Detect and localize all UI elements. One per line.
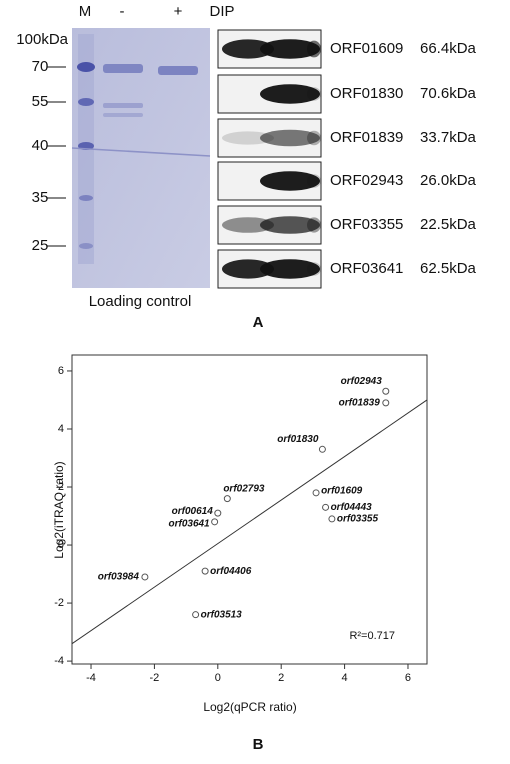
x-tick-label: 4: [342, 672, 348, 684]
scatter-plot: -4 -2 0 2 4 6 -4 -2 0 2 4 6 orf02943 orf01839 orf01830…: [54, 365, 428, 684]
data-point: [192, 611, 200, 619]
blot-band: [222, 39, 274, 59]
point-label: orf02793: [223, 483, 265, 494]
point-label: orf04406: [210, 566, 252, 577]
x-tick-label: 0: [215, 672, 221, 684]
y-tick-label: 2: [58, 481, 64, 493]
blot-band: [260, 171, 320, 191]
blot-size: 62.5kDa: [420, 260, 477, 277]
data-point: [318, 445, 326, 453]
blot-size: 26.0kDa: [420, 172, 477, 189]
blot-size: 66.4kDa: [420, 40, 477, 57]
point-label: orf01839: [339, 398, 381, 409]
blot-group: ORF01609 66.4kDa ORF01830 70.6kDa ORF01839 33…: [217, 29, 477, 289]
blot-band: [260, 84, 320, 104]
blot-band: [307, 40, 321, 58]
x-tick-label: 2: [278, 672, 284, 684]
y-tick-label: 0: [58, 539, 64, 551]
blot-orf: ORF01830: [330, 85, 403, 102]
panel-label: A: [253, 314, 264, 331]
y-tick-label: -2: [54, 597, 64, 609]
y-axis-title: Log2(iTRAQ ratio): [52, 461, 66, 558]
point-label: orf04443: [331, 502, 373, 513]
data-point: [214, 509, 222, 517]
marker-label: 25: [32, 237, 49, 254]
gel-image: [71, 28, 211, 288]
point-label: orf01830: [277, 434, 319, 445]
blot-band: [307, 217, 321, 233]
point-label: orf03984: [98, 572, 140, 583]
data-point: [382, 399, 390, 407]
blot-band: [222, 131, 274, 145]
x-tick-label: -4: [86, 672, 96, 684]
annotation: R²=0.717: [349, 630, 395, 642]
data-point: [322, 503, 330, 511]
x-axis-title: Log2(qPCR ratio): [203, 700, 296, 714]
y-tick-label: 4: [58, 423, 64, 435]
marker-label: 35: [32, 189, 49, 206]
x-tick-label: 6: [405, 672, 411, 684]
marker-label: 70: [32, 58, 49, 75]
blot-band: [307, 130, 321, 146]
blot-band: [260, 259, 320, 279]
marker-label: 40: [32, 137, 49, 154]
point-label: orf03641: [168, 518, 210, 529]
point-label: orf03355: [337, 514, 379, 525]
blot-band: [307, 262, 321, 276]
panel-label: B: [253, 736, 264, 753]
blot-orf: ORF03641: [330, 260, 403, 277]
data-point: [328, 515, 336, 523]
lane-label: M: [79, 3, 92, 20]
lane-label: DIP: [209, 3, 234, 20]
blot-orf: ORF03355: [330, 216, 403, 233]
blot-band: [260, 216, 320, 234]
blot-band: [222, 259, 274, 279]
y-tick-label: 6: [58, 365, 64, 377]
blot-band: [222, 217, 274, 233]
blot-size: 70.6kDa: [420, 85, 477, 102]
point-label: orf01609: [321, 485, 363, 496]
blot-orf: ORF01839: [330, 129, 403, 146]
point-label: orf03513: [201, 609, 243, 620]
marker-label: 100kDa: [16, 31, 68, 48]
lane-label: -: [120, 3, 125, 20]
blot-orf: ORF02943: [330, 172, 403, 189]
data-point: [382, 387, 390, 395]
blot-band: [260, 39, 320, 59]
blot-band: [307, 87, 321, 101]
data-point: [211, 518, 219, 526]
gel-caption: Loading control: [89, 293, 192, 310]
marker-label: 55: [32, 93, 49, 110]
blot-band: [307, 174, 321, 188]
blot-orf: ORF01609: [330, 40, 403, 57]
data-point: [201, 567, 209, 575]
blot-band: [260, 129, 320, 147]
fit-line: [71, 399, 428, 645]
blot-size: 22.5kDa: [420, 216, 477, 233]
data-point: [312, 489, 320, 497]
x-tick-label: -2: [150, 672, 160, 684]
blot-size: 33.7kDa: [420, 129, 477, 146]
data-point: [141, 573, 149, 581]
plot-frame: [71, 354, 428, 665]
lane-label: +: [174, 3, 183, 20]
point-label: orf02943: [341, 376, 383, 387]
data-point: [223, 495, 231, 503]
point-label: orf00614: [172, 506, 214, 517]
y-tick-label: -4: [54, 655, 64, 667]
